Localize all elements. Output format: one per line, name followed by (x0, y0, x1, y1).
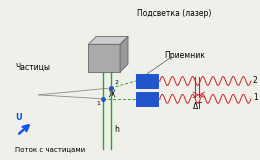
Text: h: h (114, 125, 119, 134)
Text: 1: 1 (96, 101, 100, 106)
Text: ΔT: ΔT (192, 102, 202, 111)
Text: Частицы: Частицы (15, 63, 50, 72)
Text: U: U (15, 113, 22, 122)
FancyBboxPatch shape (88, 44, 120, 72)
Text: 1: 1 (253, 93, 258, 102)
Polygon shape (120, 36, 128, 72)
Text: Подсветка (лазер): Подсветка (лазер) (138, 9, 212, 18)
Text: Приемник: Приемник (164, 51, 205, 60)
Polygon shape (88, 36, 128, 44)
Text: 2: 2 (114, 80, 118, 85)
Text: Поток с частицами: Поток с частицами (15, 146, 85, 152)
FancyBboxPatch shape (136, 92, 158, 106)
FancyBboxPatch shape (136, 74, 158, 88)
Text: 2: 2 (253, 76, 258, 84)
